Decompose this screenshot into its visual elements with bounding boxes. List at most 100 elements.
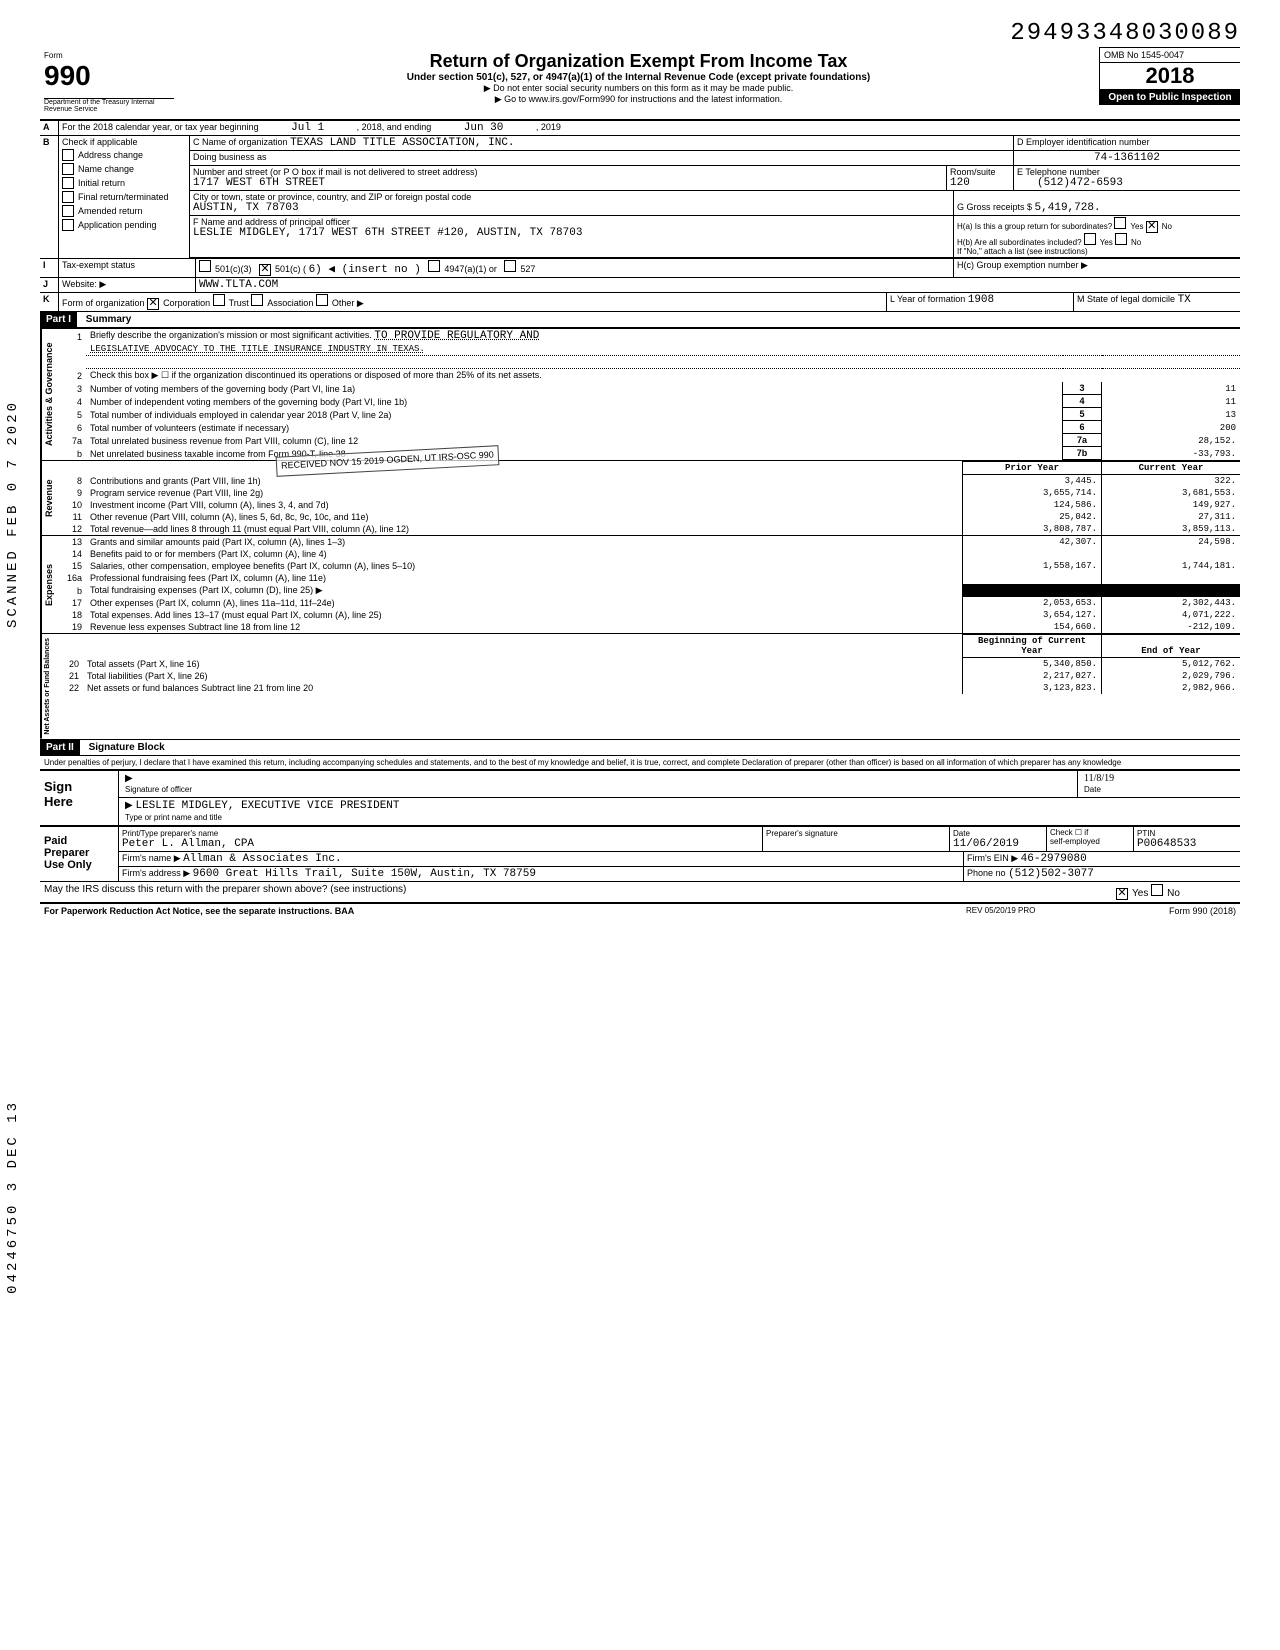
preparer-label: Paid Preparer Use Only — [40, 827, 119, 881]
org-form-label: Form of organization — [62, 298, 145, 308]
part1-title: Summary — [80, 314, 132, 325]
check-column: Check if applicable Address change Name … — [59, 136, 190, 258]
street-addr: 1717 WEST 6TH STREET — [193, 177, 325, 189]
l20-prior: 5,340,850. — [963, 658, 1102, 671]
begin-header: Beginning of Current Year — [963, 635, 1102, 658]
exp-side-label: Expenses — [40, 536, 56, 633]
l15-current: 1,744,181. — [1102, 560, 1241, 572]
discuss-yes[interactable] — [1116, 888, 1128, 900]
l19-text: Revenue less expenses Subtract line 18 f… — [86, 621, 963, 633]
sign-here-label: Sign Here — [40, 771, 119, 825]
form-year: 2018 — [1100, 63, 1240, 90]
gross-val: 5,419,728. — [1035, 202, 1101, 214]
line-a-mid: , 2018, and ending — [357, 122, 432, 132]
l11-current: 27,311. — [1102, 511, 1241, 523]
ha-label: H(a) Is this a group return for subordin… — [957, 222, 1112, 231]
l16b-prior — [963, 584, 1102, 597]
l7b-text: Net unrelated business taxable income fr… — [86, 447, 1063, 460]
ha-yes[interactable] — [1114, 217, 1126, 229]
ptin-val: P00648533 — [1137, 838, 1196, 850]
ptin-label: PTIN — [1137, 829, 1155, 838]
firm-phone: (512)502-3077 — [1008, 868, 1094, 880]
4947-check[interactable] — [428, 260, 440, 272]
trust-check[interactable] — [213, 294, 225, 306]
501c-check[interactable] — [259, 264, 271, 276]
501c3-check[interactable] — [199, 260, 211, 272]
tax-year-begin: Jul 1 — [261, 122, 354, 134]
l20-current: 5,012,762. — [1102, 658, 1241, 671]
year-formation-label: L Year of formation — [890, 294, 965, 304]
l4-text: Number of independent voting members of … — [86, 395, 1063, 408]
line-a-label: For the 2018 calendar year, or tax year … — [62, 122, 259, 132]
check-initial[interactable] — [62, 177, 74, 189]
l10-prior: 124,586. — [963, 499, 1102, 511]
dba-label: Doing business as — [190, 151, 1014, 165]
ein-value: 74-1361102 — [1014, 151, 1240, 165]
l9-current: 3,681,553. — [1102, 487, 1241, 499]
l5-text: Total number of individuals employed in … — [86, 408, 1063, 421]
website-label: Website: ▶ — [59, 278, 196, 292]
gov-side-label: Activities & Governance — [40, 329, 56, 460]
check-amended[interactable] — [62, 205, 74, 217]
check-address[interactable] — [62, 149, 74, 161]
other-check[interactable] — [316, 294, 328, 306]
form-number: 990 — [44, 60, 174, 92]
l16a-current — [1102, 572, 1241, 584]
officer-name-label: Type or print name and title — [125, 813, 222, 822]
ha-no[interactable] — [1146, 221, 1158, 233]
check-name[interactable] — [62, 163, 74, 175]
l16a-text: Professional fundraising fees (Part IX, … — [86, 572, 963, 584]
prep-name: Peter L. Allman, CPA — [122, 838, 254, 850]
discuss-label: May the IRS discuss this return with the… — [44, 884, 1116, 900]
form-title: Return of Organization Exempt From Incom… — [182, 51, 1095, 72]
l14-text: Benefits paid to or for members (Part IX… — [86, 548, 963, 560]
check-label: Check if applicable — [62, 137, 138, 147]
line-a: A For the 2018 calendar year, or tax yea… — [40, 121, 1240, 136]
l19-current: -212,109. — [1102, 621, 1241, 633]
527-check[interactable] — [504, 260, 516, 272]
part2-label: Part II — [40, 740, 80, 755]
firm-addr: 9600 Great Hills Trail, Suite 150W, Aust… — [193, 868, 536, 880]
l12-text: Total revenue—add lines 8 through 11 (mu… — [86, 523, 963, 535]
hb-no[interactable] — [1115, 233, 1127, 245]
l21-text: Total liabilities (Part X, line 26) — [83, 670, 963, 682]
l7a-val: 28,152. — [1102, 434, 1241, 447]
discuss-no[interactable] — [1151, 884, 1163, 896]
corp-check[interactable] — [147, 298, 159, 310]
l9-text: Program service revenue (Part VIII, line… — [86, 487, 963, 499]
self-emp-label: Check ☐ if self-employed — [1047, 827, 1134, 851]
ein-label: D Employer identification number — [1017, 137, 1150, 147]
firm-addr-label: Firm's address ▶ — [122, 868, 190, 878]
room-label: Room/suite — [950, 167, 996, 177]
l7a-text: Total unrelated business revenue from Pa… — [86, 434, 1063, 447]
form-note2: ▶ Go to www.irs.gov/Form990 for instruct… — [182, 94, 1095, 105]
part1-label: Part I — [40, 312, 77, 327]
check-final[interactable] — [62, 191, 74, 203]
l8-prior: 3,445. — [963, 475, 1102, 488]
assoc-check[interactable] — [251, 294, 263, 306]
l22-prior: 3,123,823. — [963, 682, 1102, 694]
l14-prior — [963, 548, 1102, 560]
l15-text: Salaries, other compensation, employee b… — [86, 560, 963, 572]
h-note: If "No," attach a list (see instructions… — [957, 247, 1237, 256]
l18-text: Total expenses. Add lines 13–17 (must eq… — [86, 609, 963, 621]
l11-text: Other revenue (Part VIII, column (A), li… — [86, 511, 963, 523]
l21-prior: 2,217,027. — [963, 670, 1102, 682]
check-pending[interactable] — [62, 219, 74, 231]
hb-yes[interactable] — [1084, 233, 1096, 245]
form-subtitle: Under section 501(c), 527, or 4947(a)(1)… — [182, 72, 1095, 83]
website-val: WWW.TLTA.COM — [196, 278, 1240, 292]
prep-name-label: Print/Type preparer's name — [122, 829, 218, 838]
officer-sig-label: Signature of officer — [125, 785, 192, 794]
pra-notice: For Paperwork Reduction Act Notice, see … — [44, 906, 966, 916]
hc-label: H(c) Group exemption number ▶ — [954, 259, 1240, 277]
l13-current: 24,598. — [1102, 536, 1241, 548]
mission-2: LEGISLATIVE ADVOCACY TO THE TITLE INSURA… — [86, 343, 1240, 356]
sign-block: Sign Here ▶Signature of officer 11/8/19D… — [40, 770, 1240, 826]
end-header: End of Year — [1102, 635, 1241, 658]
revenue-section: Revenue RECEIVED NOV 15 2019 OGDEN, UT I… — [40, 460, 1240, 535]
open-inspection: Open to Public Inspection — [1100, 90, 1240, 105]
l1-text: Briefly describe the organization's miss… — [90, 330, 372, 340]
domicile-val: TX — [1178, 294, 1191, 306]
l6-text: Total number of volunteers (estimate if … — [86, 421, 1063, 434]
